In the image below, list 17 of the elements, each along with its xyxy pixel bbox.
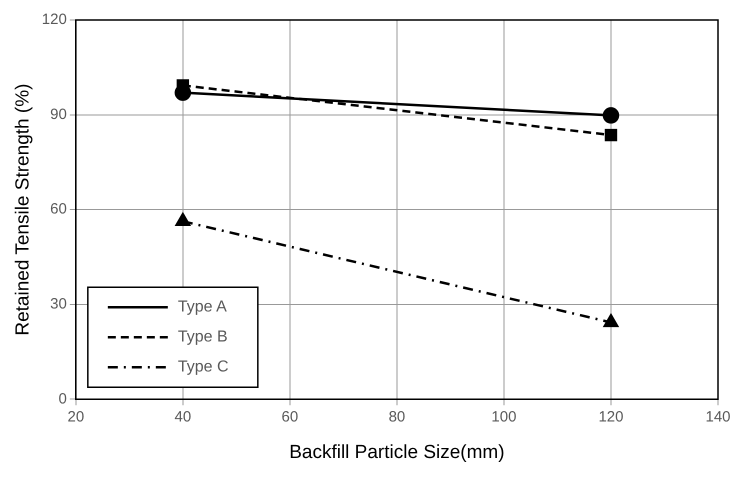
- y-tick-label: 90: [50, 106, 67, 123]
- x-tick-label: 80: [388, 408, 406, 426]
- y-tick-label: 60: [50, 200, 67, 218]
- x-tick-label: 20: [67, 408, 84, 426]
- legend-label: Type C: [178, 358, 229, 376]
- y-tick-label: 30: [50, 296, 67, 313]
- y-tick-label: 120: [42, 11, 67, 28]
- x-tick-label: 100: [491, 408, 516, 426]
- x-tick-label: 140: [705, 408, 731, 426]
- legend-label: Type A: [178, 298, 228, 316]
- x-tick-label: 60: [282, 408, 298, 426]
- x-tick-label: 120: [598, 408, 624, 426]
- x-tick-label: 40: [174, 408, 192, 426]
- y-axis-title: Retained Tensile Strength (%): [12, 84, 34, 336]
- legend-label: Type B: [178, 328, 228, 346]
- x-axis-title: Backfill Particle Size(mm): [289, 442, 505, 463]
- y-tick-label: 0: [58, 390, 67, 408]
